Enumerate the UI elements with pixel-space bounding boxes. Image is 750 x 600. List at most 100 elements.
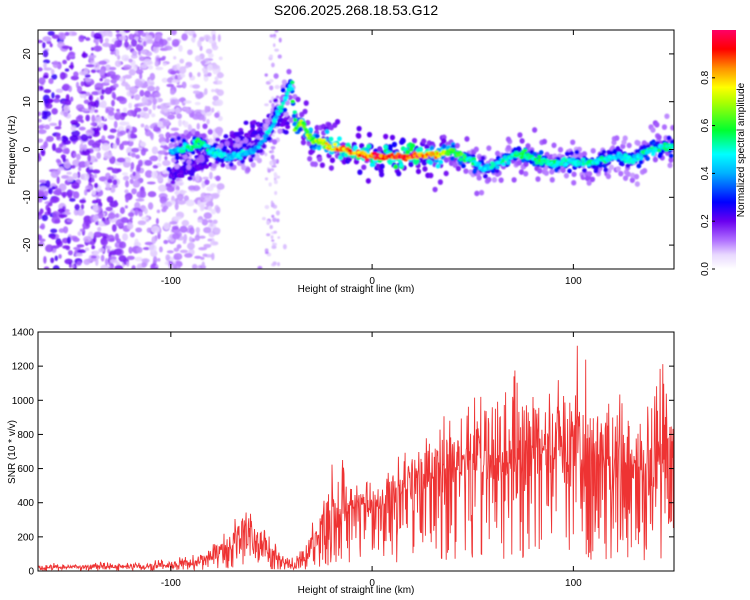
spectrogram-marks <box>38 30 674 269</box>
spectrogram-noise-cell <box>56 176 60 184</box>
spectrogram-noise-cell <box>130 132 135 139</box>
spectrogram-noise-cell <box>166 83 175 88</box>
spectrogram-noise-cell <box>66 236 71 244</box>
spectrogram-ridge-cell <box>280 101 286 106</box>
spectrogram-noise-cell <box>80 81 85 87</box>
spectrogram-noise-cell <box>58 228 65 233</box>
spectrogram-noise-cell <box>84 77 92 83</box>
spectrogram-noise-cell <box>85 247 90 251</box>
spectrogram-noise-cell <box>197 113 205 121</box>
spectrogram-noise-cell <box>45 102 53 109</box>
spectrogram-ridge-cell <box>501 162 506 167</box>
spectrogram-noise-cell <box>41 214 48 222</box>
spectrogram-noise-cell <box>144 170 153 178</box>
spectrogram-noise-cell <box>211 45 219 51</box>
spectrogram-noise-cell <box>159 246 163 253</box>
spectrogram-noise-cell <box>126 222 134 230</box>
spectrogram-ridge-cell <box>240 159 245 164</box>
spectrogram-ridge-cell <box>290 99 295 104</box>
spectrogram-noise-cell <box>87 134 93 140</box>
spectrogram-ridge-cell <box>280 87 286 93</box>
spectrogram-noise-cell <box>216 183 225 190</box>
spectrogram-noise-cell <box>38 118 42 123</box>
spectrogram-noise-cell <box>83 99 90 104</box>
spectrogram-noise-cell <box>128 246 133 254</box>
spectrogram-ridge-cell <box>648 149 653 153</box>
spectrogram-noise-cell <box>205 201 214 208</box>
spectrogram-noise-cell <box>128 68 136 76</box>
spectrogram-noise-cell <box>85 129 95 136</box>
spectrogram-ridge-cell <box>598 163 603 169</box>
spectrogram-noise-cell <box>275 210 280 216</box>
spectrogram-noise-cell <box>48 187 53 195</box>
spectrogram-ridge-cell <box>245 166 251 173</box>
spectrogram-ridge-cell <box>285 91 290 96</box>
spectrogram-noise-cell <box>93 173 98 179</box>
spectrogram-noise-cell <box>203 70 209 75</box>
spectrogram-ridge-cell <box>254 153 260 159</box>
spectrogram-noise-cell <box>113 83 119 88</box>
spectrogram-noise-cell <box>178 66 187 75</box>
spectrogram-noise-cell <box>75 253 83 257</box>
spectrogram-noise-cell <box>121 172 129 176</box>
spectrogram-noise-cell <box>128 58 133 63</box>
spectrogram-noise-cell <box>131 152 136 158</box>
spectrogram-noise-cell <box>151 113 156 118</box>
spectrogram-ridge-cell <box>560 167 566 174</box>
spectrogram-noise-cell <box>131 265 136 269</box>
spectrogram-noise-cell <box>271 158 277 163</box>
spectrogram-noise-cell <box>277 54 282 59</box>
spectrogram-ridge-cell <box>238 156 243 160</box>
spectrogram-noise-cell <box>179 249 189 254</box>
spectrogram-noise-cell <box>148 244 157 253</box>
spectrogram-noise-cell <box>85 185 93 191</box>
spectrogram-noise-cell <box>265 251 269 255</box>
spectrogram-noise-cell <box>88 55 95 63</box>
spectrogram-noise-cell <box>107 178 113 184</box>
spectrogram-ridge-cell <box>277 128 283 134</box>
colorbar-tick-label: 0.6 <box>700 118 711 132</box>
spectrogram-noise-cell <box>118 35 127 41</box>
spectrogram-ridge-cell <box>214 112 220 118</box>
spectrogram-noise-cell <box>88 176 93 184</box>
spectrogram-ridge-cell <box>224 140 230 147</box>
spectrogram-noise-cell <box>136 263 143 269</box>
spectrogram-noise-cell <box>70 164 76 169</box>
spectrogram-noise-cell <box>149 72 156 81</box>
spectrogram-noise-cell <box>139 89 145 97</box>
spectrogram-noise-cell <box>115 137 120 146</box>
spectrogram-noise-cell <box>181 219 190 227</box>
spectrogram-noise-cell <box>102 42 111 48</box>
spectrogram-ridge-cell <box>429 145 435 151</box>
spectrogram-noise-cell <box>212 95 219 101</box>
spectrogram-noise-cell <box>73 246 81 251</box>
spectrogram-noise-cell <box>109 259 119 264</box>
spectrogram-ridge-cell <box>571 171 577 178</box>
spectrogram-noise-cell <box>176 193 184 201</box>
spectrogram-noise-cell <box>109 128 117 133</box>
spectrogram-noise-cell <box>171 225 179 230</box>
spectrogram-noise-cell <box>157 258 161 262</box>
spectrogram-noise-cell <box>100 254 105 262</box>
spectrogram-ridge-cell <box>506 144 512 151</box>
spectrogram-noise-cell <box>178 119 182 127</box>
snr-x-axis-label: Height of straight line (km) <box>298 585 415 596</box>
spectrogram-noise-cell <box>187 185 196 191</box>
spectrogram-noise-cell <box>207 72 212 77</box>
spectrogram-noise-cell <box>131 38 138 47</box>
spectrogram-ridge-cell <box>577 152 584 158</box>
spectrogram-noise-cell <box>271 239 275 242</box>
spectrogram-ridge-cell <box>256 157 262 164</box>
spectrogram-ridge-cell <box>250 162 256 168</box>
spectrogram-ridge-cell <box>329 157 336 164</box>
spectrogram-noise-cell <box>98 102 104 108</box>
spectrogram-ridge-cell <box>605 173 612 180</box>
spectrogram-noise-cell <box>175 185 180 192</box>
spectrogram-noise-cell <box>274 173 278 179</box>
spectrogram-noise-cell <box>264 177 269 181</box>
spectrogram-ridge-cell <box>352 151 358 155</box>
spectrogram-noise-cell <box>69 135 79 142</box>
spectrogram-noise-cell <box>88 104 92 111</box>
spectrogram-ridge-cell <box>272 139 278 145</box>
spectrogram-ridge-cell <box>291 113 297 119</box>
